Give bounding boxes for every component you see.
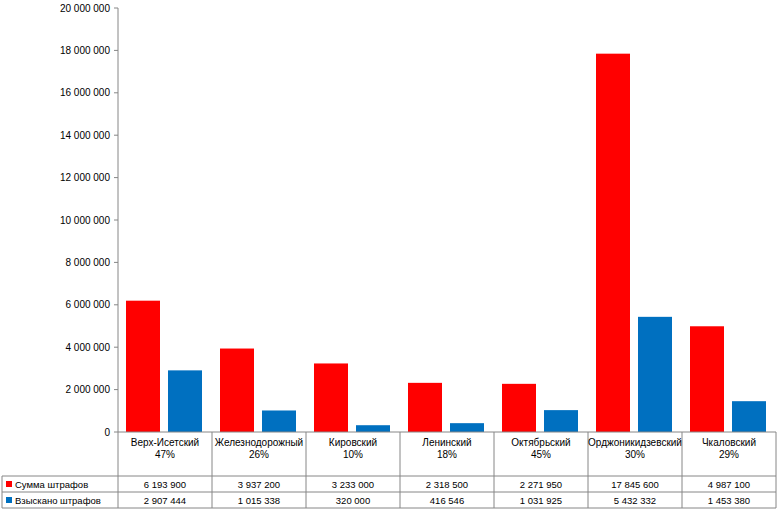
bar bbox=[502, 384, 536, 432]
table-value: 416 546 bbox=[430, 495, 464, 506]
chart: 0 2 000 000 4 000 000 6 000 000 8 000 000 10 … bbox=[0, 0, 784, 516]
y-tick bbox=[114, 389, 118, 390]
table-value: 6 193 900 bbox=[144, 479, 186, 490]
y-tick-label: 6 000 000 bbox=[66, 299, 111, 310]
y-tick-label: 16 000 000 bbox=[60, 87, 110, 98]
bar bbox=[168, 370, 202, 432]
legend-label: Сумма штрафов bbox=[15, 479, 88, 490]
y-tick bbox=[114, 92, 118, 93]
category-label: Железнодорожный26% bbox=[215, 437, 303, 460]
y-tick-label: 4 000 000 bbox=[66, 342, 111, 353]
table-line bbox=[494, 432, 495, 508]
y-tick-label: 20 000 000 bbox=[60, 3, 110, 14]
table-line bbox=[776, 432, 777, 508]
category-label-line: Железнодорожный bbox=[215, 437, 303, 448]
y-tick-label: 2 000 000 bbox=[66, 384, 111, 395]
y-tick bbox=[114, 262, 118, 263]
table-value: 2 907 444 bbox=[144, 495, 186, 506]
bar bbox=[544, 410, 578, 432]
table-line bbox=[118, 432, 776, 433]
table-line bbox=[2, 476, 3, 508]
table-line bbox=[400, 432, 401, 508]
y-tick-label: 0 bbox=[104, 427, 110, 438]
category-label: Орджоникидзевский30% bbox=[588, 437, 682, 460]
category-label-line: 10% bbox=[343, 449, 363, 460]
y-tick bbox=[114, 8, 118, 9]
legend-key bbox=[6, 481, 12, 487]
table-value: 3 233 000 bbox=[332, 479, 374, 490]
table-value: 1 453 380 bbox=[708, 495, 750, 506]
bar bbox=[596, 54, 630, 432]
background bbox=[0, 0, 784, 516]
bar bbox=[262, 410, 296, 432]
category-label-line: 47% bbox=[155, 449, 175, 460]
table-value: 4 987 100 bbox=[708, 479, 750, 490]
bar bbox=[450, 423, 484, 432]
bar bbox=[314, 363, 348, 432]
y-tick bbox=[114, 347, 118, 348]
category-label-line: 30% bbox=[625, 449, 645, 460]
legend-label: Взыскано штрафов bbox=[15, 495, 101, 506]
bar bbox=[126, 301, 160, 432]
bars bbox=[126, 54, 766, 432]
category-label: Октябрьский45% bbox=[511, 437, 570, 460]
table-value: 1 015 338 bbox=[238, 495, 280, 506]
bar bbox=[732, 401, 766, 432]
y-tick bbox=[114, 432, 118, 433]
table-line bbox=[212, 432, 213, 508]
y-tick-label: 14 000 000 bbox=[60, 130, 110, 141]
y-tick-label: 8 000 000 bbox=[66, 257, 111, 268]
category-label-line: Ленинский bbox=[422, 437, 471, 448]
table-value: 1 031 925 bbox=[520, 495, 562, 506]
y-tick-label: 10 000 000 bbox=[60, 215, 110, 226]
bar bbox=[356, 425, 390, 432]
category-label: Чкаловский29% bbox=[702, 437, 756, 460]
y-tick bbox=[114, 177, 118, 178]
table-line bbox=[118, 432, 119, 508]
y-tick-label: 18 000 000 bbox=[60, 45, 110, 56]
y-tick bbox=[114, 135, 118, 136]
table-value: 5 432 332 bbox=[614, 495, 656, 506]
category-label-line: Верх-Исетский bbox=[131, 437, 199, 448]
y-tick bbox=[114, 220, 118, 221]
category-label-line: Октябрьский bbox=[511, 437, 570, 448]
table-value: 320 000 bbox=[336, 495, 370, 506]
y-tick bbox=[114, 304, 118, 305]
bar bbox=[408, 383, 442, 432]
category-label-line: 45% bbox=[531, 449, 551, 460]
bar bbox=[220, 349, 254, 432]
category-label-line: Орджоникидзевский bbox=[588, 437, 682, 448]
category-label-line: 18% bbox=[437, 449, 457, 460]
table-value: 2 318 500 bbox=[426, 479, 468, 490]
category-label-line: 26% bbox=[249, 449, 269, 460]
legend-key bbox=[6, 497, 12, 503]
bar bbox=[638, 317, 672, 432]
category-label-line: Кировский bbox=[329, 437, 377, 448]
category-label: Ленинский18% bbox=[422, 437, 471, 460]
y-tick bbox=[114, 50, 118, 51]
category-label: Верх-Исетский47% bbox=[131, 437, 199, 460]
table-value: 3 937 200 bbox=[238, 479, 280, 490]
table-value: 2 271 950 bbox=[520, 479, 562, 490]
category-label-line: 29% bbox=[719, 449, 739, 460]
category-label: Кировский10% bbox=[329, 437, 377, 460]
category-label-line: Чкаловский bbox=[702, 437, 756, 448]
table-line bbox=[306, 432, 307, 508]
y-tick-label: 12 000 000 bbox=[60, 172, 110, 183]
bar bbox=[690, 326, 724, 432]
table-value: 17 845 600 bbox=[611, 479, 659, 490]
